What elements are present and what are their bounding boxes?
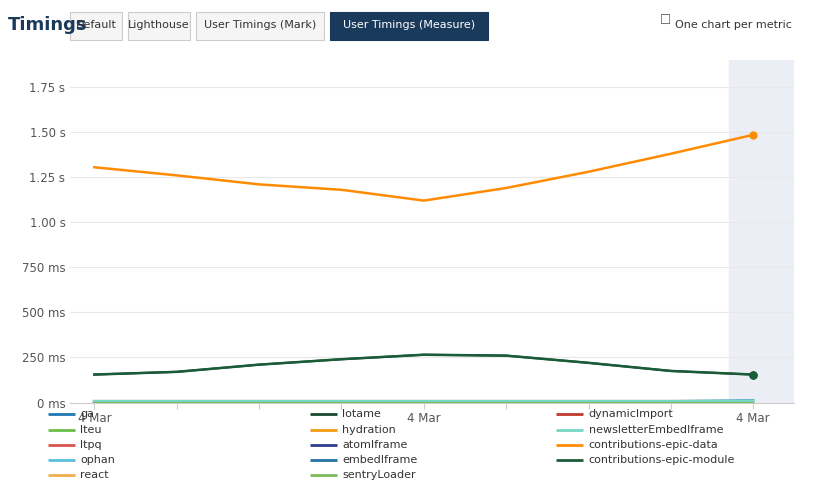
- Text: react: react: [80, 470, 109, 480]
- Text: embedIframe: embedIframe: [342, 455, 418, 465]
- Text: atomIframe: atomIframe: [342, 440, 408, 450]
- Text: ☐: ☐: [660, 14, 672, 26]
- Text: User Timings (Mark): User Timings (Mark): [204, 20, 316, 30]
- Text: ga: ga: [80, 409, 94, 419]
- Text: lotame: lotame: [342, 409, 381, 419]
- Bar: [729, 60, 794, 402]
- Text: One chart per metric: One chart per metric: [675, 20, 792, 30]
- Text: dynamicImport: dynamicImport: [589, 409, 673, 419]
- FancyBboxPatch shape: [128, 12, 190, 40]
- Text: contributions-epic-data: contributions-epic-data: [589, 440, 718, 450]
- Text: ltpq: ltpq: [80, 440, 102, 450]
- FancyBboxPatch shape: [330, 12, 488, 40]
- Text: sentryLoader: sentryLoader: [342, 470, 416, 480]
- Text: contributions-epic-module: contributions-epic-module: [589, 455, 735, 465]
- Text: Lighthouse: Lighthouse: [129, 20, 190, 30]
- Text: ophan: ophan: [80, 455, 115, 465]
- Text: hydration: hydration: [342, 424, 396, 434]
- Text: Default: Default: [75, 20, 116, 30]
- FancyBboxPatch shape: [70, 12, 122, 40]
- FancyBboxPatch shape: [196, 12, 324, 40]
- Text: newsletterEmbedIframe: newsletterEmbedIframe: [589, 424, 723, 434]
- Text: User Timings (Measure): User Timings (Measure): [343, 20, 475, 30]
- Text: lteu: lteu: [80, 424, 102, 434]
- Text: Timings: Timings: [8, 16, 88, 34]
